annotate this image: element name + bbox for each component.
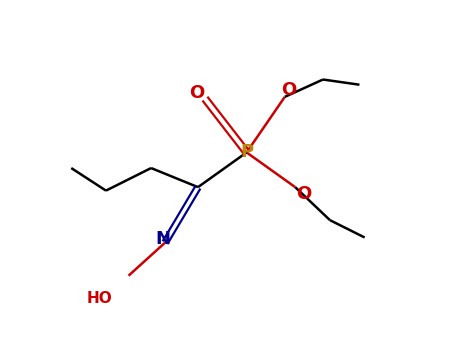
Text: O: O [281, 81, 296, 99]
Text: N: N [156, 230, 171, 248]
Text: O: O [296, 185, 312, 203]
Text: HO: HO [86, 291, 112, 306]
Text: P: P [240, 144, 253, 161]
Text: O: O [189, 84, 204, 103]
